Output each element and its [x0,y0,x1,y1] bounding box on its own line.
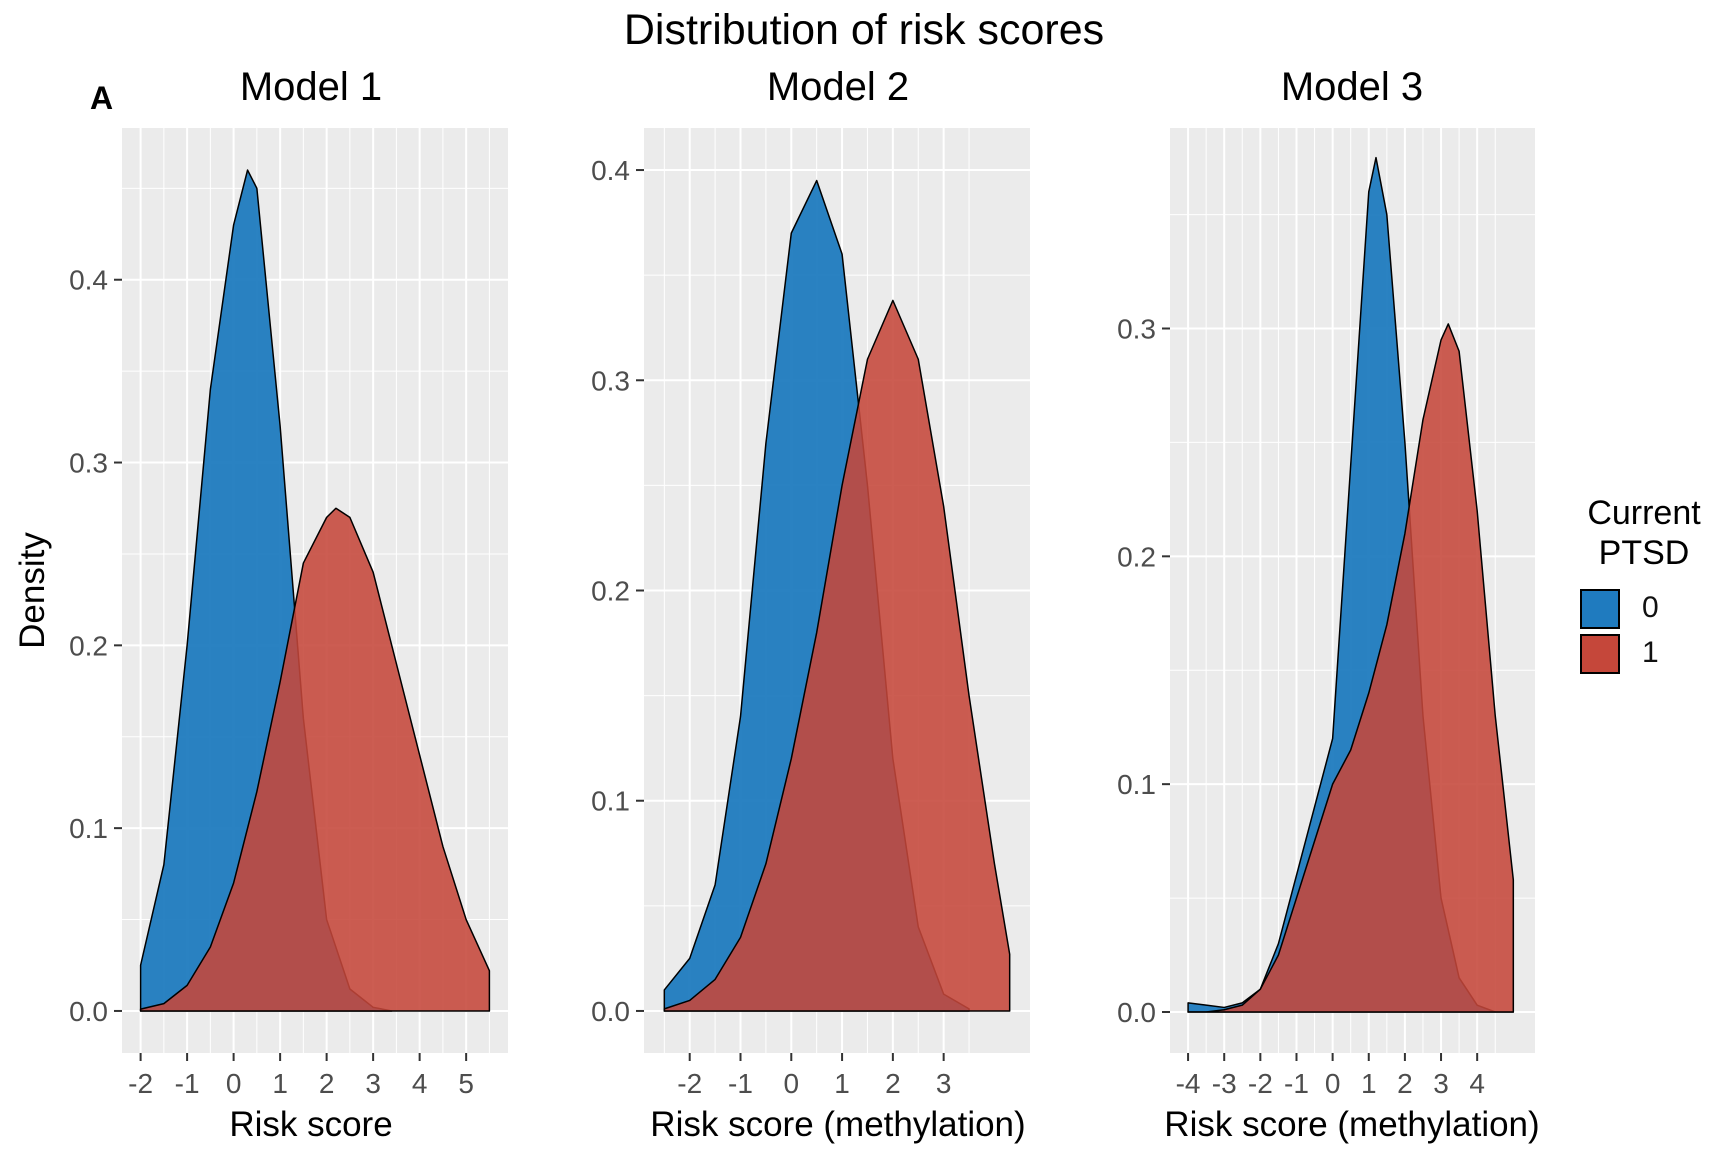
legend-key-0 [1580,589,1620,629]
x-tick-label: -2 [677,1068,702,1099]
panel-tag: A [90,80,114,116]
x-tick-label: -3 [1212,1068,1237,1099]
legend-title-line-2: PTSD [1598,534,1690,572]
density-area-ptsd-1 [663,299,1011,1012]
panel-1: -2 -1 0 1 2 3 4 5 0.0 0.1 0.2 0.3 0.4 Model 1 Risk sco… [13,65,508,1144]
legend-label-0: 0 [1642,591,1659,624]
x-tick-label: 2 [1397,1068,1413,1099]
x-tick-label: 4 [1469,1068,1485,1099]
legend-item-1: 1 [1574,634,1714,679]
y-tick-label: 0.3 [69,448,108,479]
x-tick-label: 4 [412,1068,428,1099]
x-tick-label: -4 [1176,1068,1201,1099]
x-tick-label: 0 [1325,1068,1341,1099]
y-tick-label: 0.2 [591,576,630,607]
x-tick-label: 1 [1361,1068,1377,1099]
x-axis-label: Risk score (methylation) [650,1105,1025,1144]
density-area-ptsd-1 [1187,323,1515,1013]
legend-label-1: 1 [1642,636,1659,669]
y-tick-label: 0.4 [591,155,630,186]
legend-title-line-1: Current [1587,494,1701,532]
y-tick-label: 0.0 [1117,997,1156,1028]
x-tick-label: -2 [128,1068,153,1099]
y-tick-label: 0.0 [69,996,108,1027]
y-tick-label: 0.1 [591,786,630,817]
x-tick-label: 1 [272,1068,288,1099]
y-tick-label: 0.2 [1117,541,1156,572]
panel-title: Model 1 [240,65,382,109]
x-tick-label: 0 [226,1068,242,1099]
x-axis-label: Risk score [229,1105,392,1144]
y-tick-label: 0.1 [1117,769,1156,800]
x-tick-label: -1 [1284,1068,1309,1099]
legend: Current PTSD 0 1 [1574,493,1714,679]
panel-2: -2 -1 0 1 2 3 0.0 0.1 0.2 0.3 0.4 Model 2 Risk score… [591,65,1030,1144]
y-axis-label: Density [13,532,52,649]
legend-key-1 [1580,634,1620,674]
x-tick-label: 2 [319,1068,335,1099]
panel-title: Model 3 [1281,65,1423,109]
panel-title: Model 2 [767,65,909,109]
x-tick-label: -2 [1248,1068,1273,1099]
x-tick-label: 0 [784,1068,800,1099]
y-tick-label: 0.3 [591,365,630,396]
x-tick-label: 2 [885,1068,901,1099]
y-tick-label: 0.3 [1117,313,1156,344]
x-tick-label: 5 [458,1068,474,1099]
y-tick-label: 0.1 [69,813,108,844]
x-tick-label: -1 [728,1068,753,1099]
x-tick-label: -1 [175,1068,200,1099]
x-tick-label: 3 [365,1068,381,1099]
y-tick-label: 0.4 [69,265,108,296]
panel-3: -4 -3 -2 -1 0 1 2 3 4 0.0 0.1 0.2 0.3 Model 3 Risk sco… [1117,65,1540,1144]
density-area-ptsd-1 [139,507,491,1012]
legend-item-0: 0 [1574,589,1714,634]
y-tick-label: 0.2 [69,630,108,661]
y-tick-label: 0.0 [591,996,630,1027]
x-tick-label: 3 [1433,1068,1449,1099]
x-axis-label: Risk score (methylation) [1164,1105,1539,1144]
x-tick-label: 1 [834,1068,850,1099]
main-title: Distribution of risk scores [623,6,1105,54]
x-tick-label: 3 [936,1068,952,1099]
